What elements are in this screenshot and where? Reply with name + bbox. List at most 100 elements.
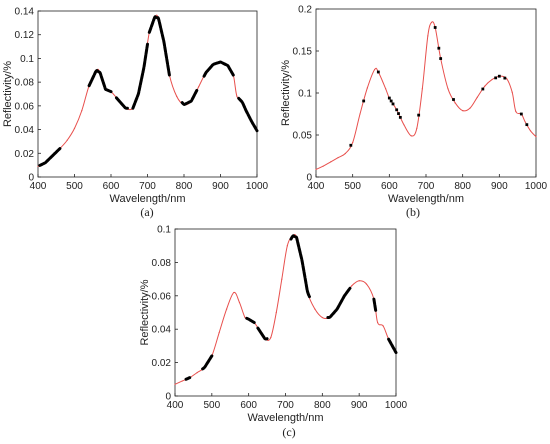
selected-band-point: [349, 143, 353, 147]
x-tick-label: 500: [344, 181, 361, 192]
panel-label: (b): [406, 205, 420, 219]
x-tick-label: 900: [351, 400, 368, 411]
y-tick-label: 0.1: [157, 225, 171, 236]
x-axis-label: Wavelength/nm: [388, 193, 464, 205]
spectrum-point: [427, 35, 429, 37]
selected-band-point: [494, 76, 498, 80]
spectrum-point: [529, 130, 532, 132]
spectrum-point: [403, 124, 405, 126]
spectrum-line: [37, 14, 258, 167]
spectrum-point: [37, 165, 39, 167]
spectrum-point: [382, 325, 384, 327]
selected-band-segment: [245, 316, 256, 325]
y-tick-label: 0.1: [298, 89, 312, 100]
y-axis-label: Reflectivity/%: [2, 61, 14, 127]
selected-band-point: [497, 74, 501, 78]
selected-band-segment: [372, 297, 378, 313]
y-tick-label: 0.05: [293, 131, 313, 142]
panel-a: 400 500 600 700 800 900 1000 0 0.02 0.04 0.06 0.08 0…: [2, 7, 269, 220]
spectrum-point: [535, 136, 537, 138]
spectrum-point: [322, 165, 324, 167]
spectrum-point: [281, 278, 283, 280]
spectrum-point: [174, 383, 176, 385]
selected-band-segment: [202, 60, 235, 78]
selected-band-segment: [237, 96, 259, 133]
spectrum-point: [73, 127, 76, 129]
spectrum-point: [524, 120, 526, 123]
axes-frame: [37, 10, 258, 178]
x-tick-label: 700: [418, 181, 435, 192]
y-axis-label: Reflectivity/%: [139, 279, 151, 345]
spectrum-point: [270, 336, 272, 339]
selected-band-segment: [147, 15, 171, 77]
x-tick-label: 500: [66, 181, 83, 192]
y-tick-label: 0.12: [15, 30, 35, 41]
y-tick-label: 0.08: [152, 258, 172, 269]
x-tick-label: 800: [314, 400, 331, 411]
spectrum-point: [365, 283, 368, 285]
spectrum-point: [225, 308, 228, 310]
y-tick-label: 0.04: [152, 325, 172, 336]
spectrum-point: [244, 316, 246, 319]
selected-band-point: [389, 99, 393, 103]
selected-band-point: [395, 108, 399, 112]
x-tick-label: 400: [30, 181, 47, 192]
x-tick-label: 600: [381, 181, 398, 192]
spectrum-point: [358, 280, 360, 282]
selected-band-segment: [201, 354, 214, 371]
selected-band-segment: [87, 69, 113, 94]
selected-band-point: [503, 76, 507, 80]
selected-band-point: [439, 57, 443, 60]
spectrum-point: [314, 308, 316, 310]
y-tick-label: 0.15: [293, 47, 313, 58]
x-tick-label: 700: [139, 181, 156, 192]
selected-band-point: [398, 115, 402, 119]
selected-band-point: [391, 102, 395, 106]
spectrum-point: [352, 141, 354, 144]
spectrum-point: [515, 110, 517, 113]
spectrum-point: [484, 85, 486, 87]
y-tick-label: 0.14: [15, 7, 35, 18]
selected-band-point: [481, 87, 485, 91]
selected-band-point: [387, 96, 391, 100]
selected-band-segment: [184, 376, 192, 381]
y-tick-label: 0: [28, 173, 34, 184]
spectrum-point: [286, 245, 288, 247]
spectrum-point: [321, 316, 323, 319]
spectrum-point: [236, 95, 238, 97]
x-tick-label: 600: [103, 181, 120, 192]
spectrum-point: [476, 96, 478, 98]
selected-band-segment: [289, 234, 311, 299]
x-tick-label: 700: [277, 400, 294, 411]
spectrum-point: [337, 157, 339, 159]
selected-band-point: [525, 123, 529, 127]
y-tick-label: 0: [306, 173, 312, 184]
selected-band-segment: [38, 147, 62, 167]
spectrum-point: [218, 331, 220, 334]
spectrum-point: [359, 113, 361, 115]
x-tick-label: 800: [176, 181, 193, 192]
spectrum-point: [196, 372, 198, 374]
spectrum-line: [315, 21, 537, 170]
y-tick-label: 0.2: [298, 5, 312, 16]
x-tick-label: 800: [454, 181, 471, 192]
x-tick-label: 1000: [246, 181, 269, 192]
spectrum-point: [421, 88, 423, 90]
spectrum-point: [366, 87, 368, 89]
selected-band-point: [452, 98, 455, 101]
y-tick-label: 0.08: [15, 78, 35, 89]
spectrum-point: [344, 152, 346, 155]
y-tick-label: 0.04: [15, 125, 35, 136]
selected-band-segment: [114, 96, 129, 110]
selected-band-point: [433, 26, 437, 29]
spectrum-point: [66, 139, 68, 141]
spectrum-point: [275, 311, 277, 314]
spectrum-point: [376, 321, 379, 324]
panel-label: (c): [282, 425, 295, 439]
spectrum-point: [81, 110, 83, 112]
selected-band-point: [397, 112, 400, 115]
panel-b: 400 500 600 700 800 900 1000 0 0.05 0.1 0.15 0.2 Wav…: [280, 5, 548, 220]
spectrum-point: [506, 78, 508, 80]
selected-band-segment: [180, 88, 199, 106]
